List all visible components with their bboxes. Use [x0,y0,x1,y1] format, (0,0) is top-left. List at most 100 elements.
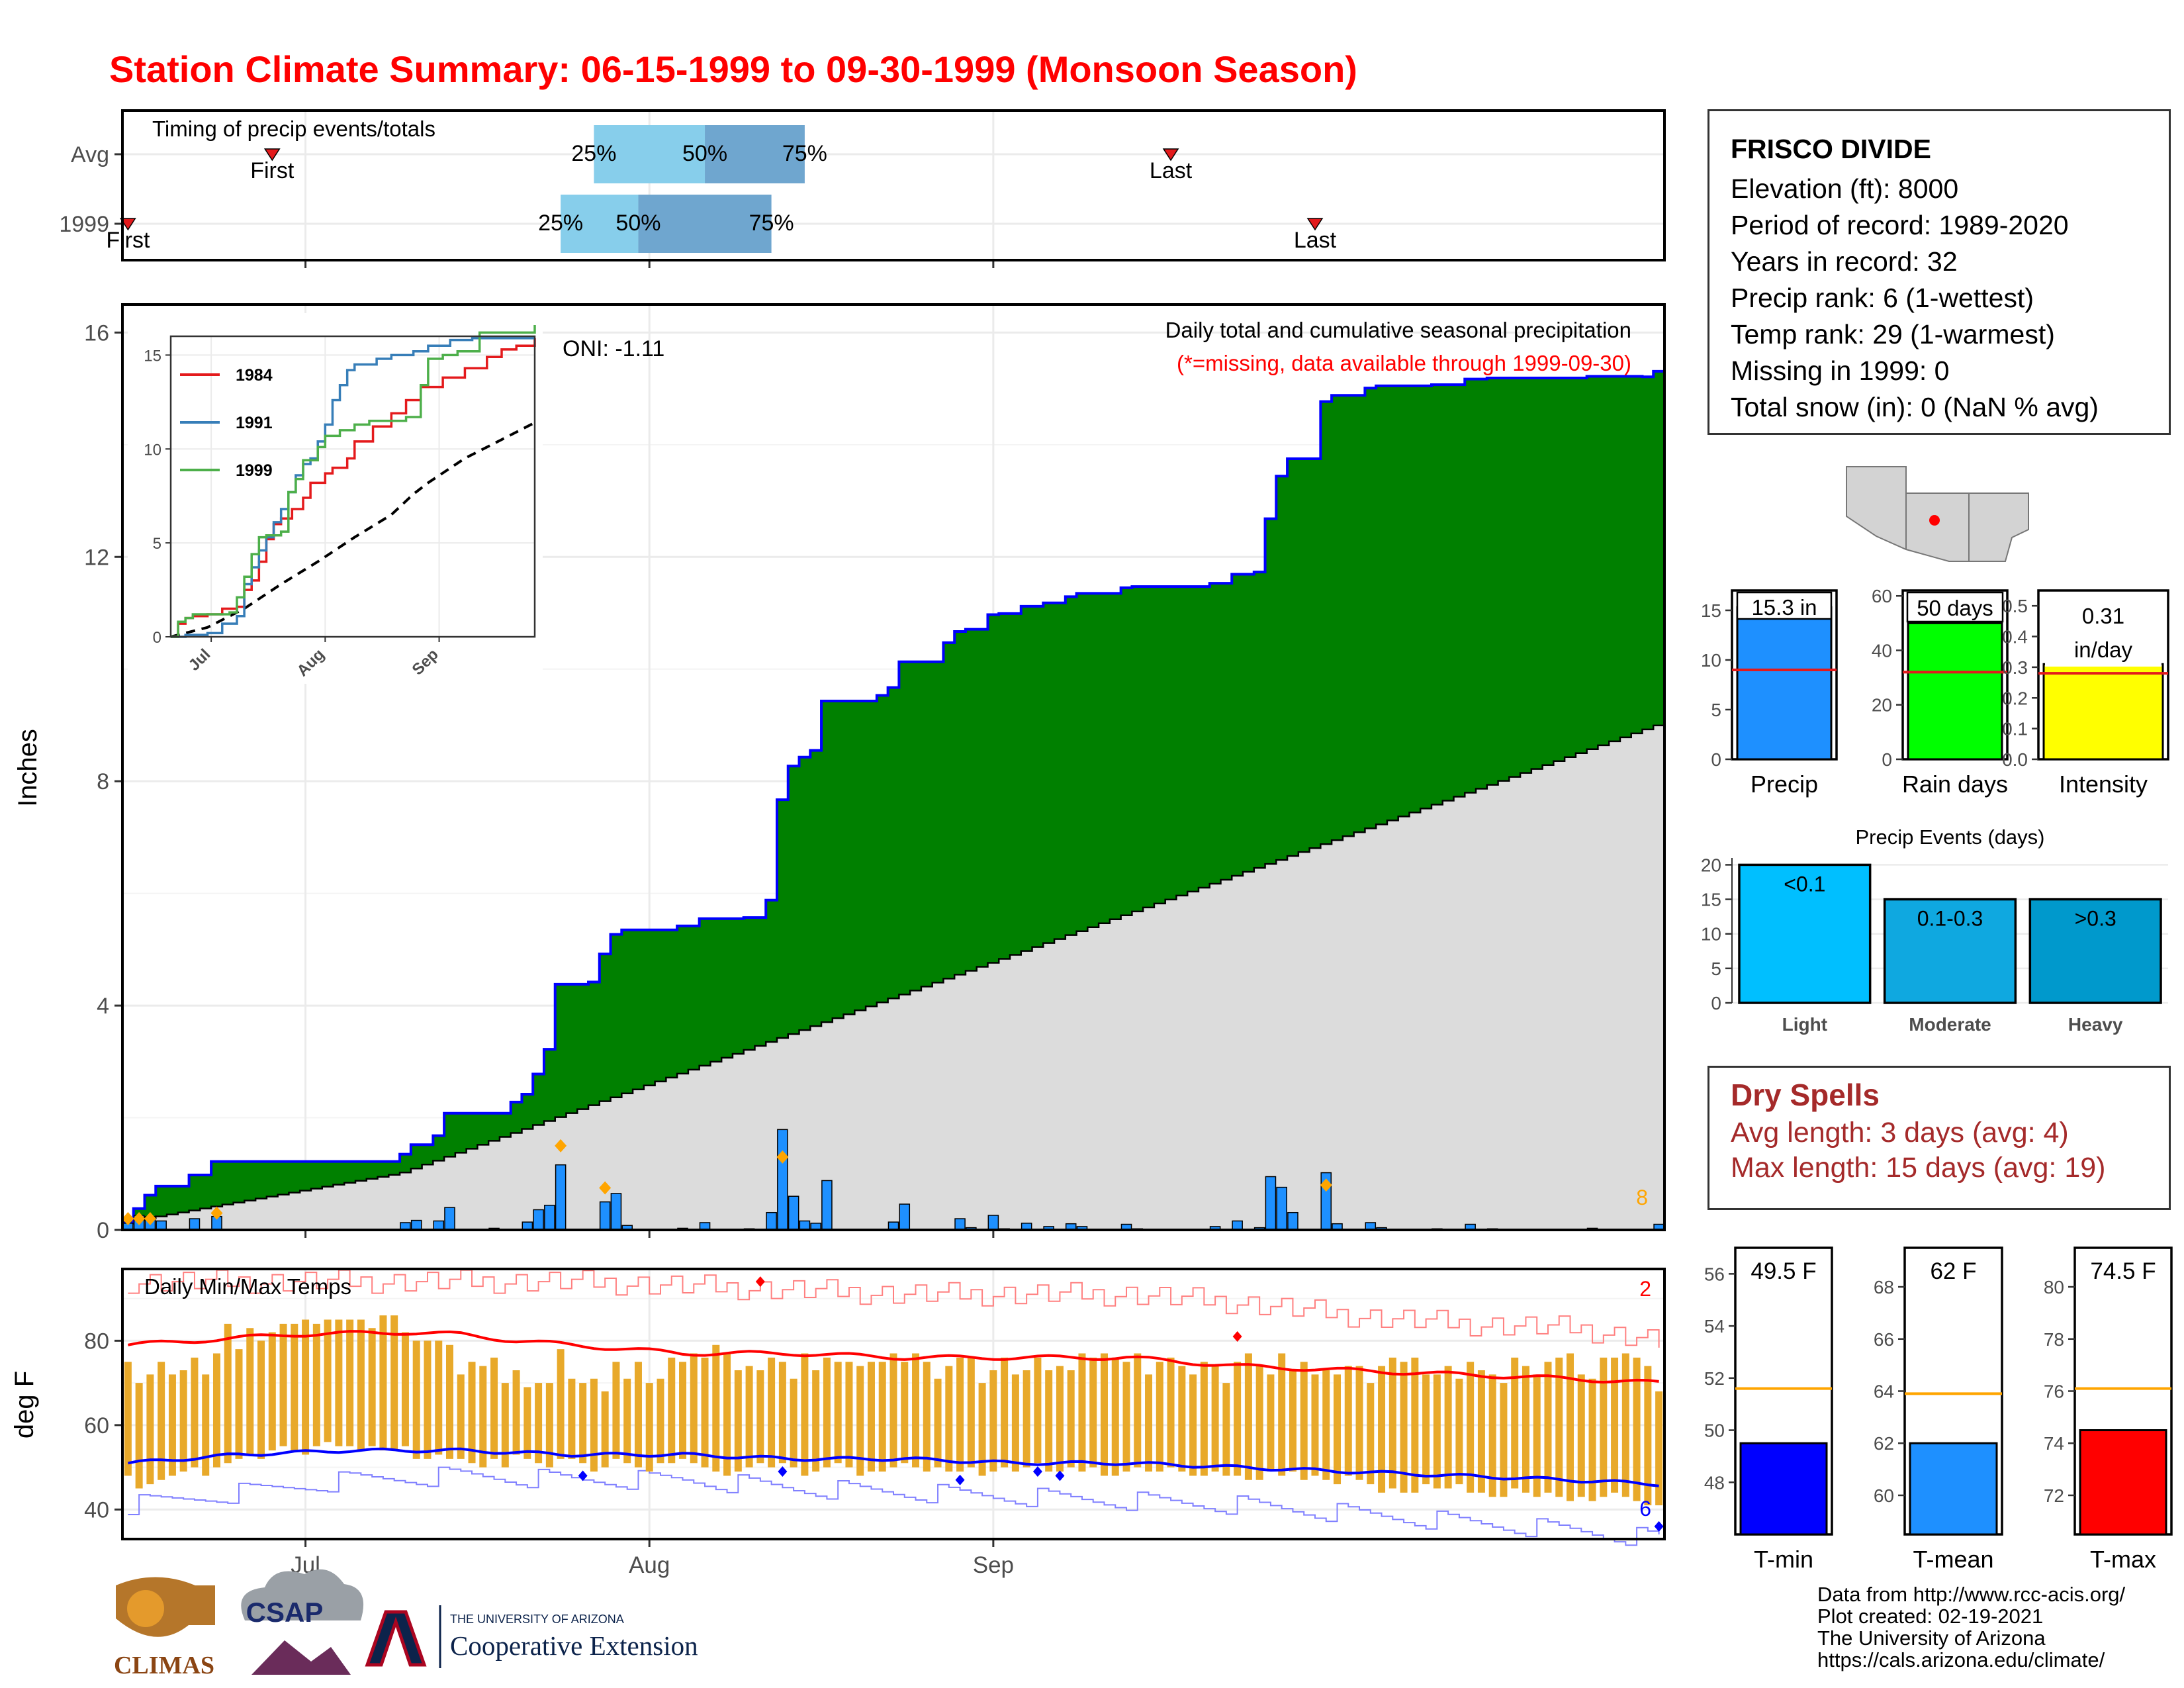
rain-days-value-box [1906,591,2004,623]
locator-map-region [1846,466,2029,562]
temps-record-high-marker [755,1276,765,1288]
temps-daily-range-bar [124,1362,132,1476]
temps-daily-range-bar [712,1344,720,1472]
dry-spells-avg: Avg length: 3 days (avg: 4) [1731,1117,2069,1149]
temps-daily-range-bar [1355,1366,1363,1480]
temps-daily-range-bar [390,1315,398,1451]
temps-record-low-marker [578,1470,588,1481]
temp-summary-2-y-tick-label: 72 [2044,1485,2064,1506]
precip-daily-bar [788,1196,799,1231]
timing-pct-label: 25% [538,211,583,236]
temps-daily-range-bar [1045,1370,1053,1472]
precip-event-marker [210,1206,223,1220]
credit-data-source: Data from http://www.rcc-acis.org/ [1817,1583,2126,1606]
timing-bar-50-75 [638,195,772,253]
precip-event-marker [776,1150,789,1164]
inset-avg-line [170,421,535,638]
precip-total-2-bar [2042,663,2164,761]
precip-total-2-y-tick-label: 0.0 [2002,749,2028,770]
temp-summary-0-y-tick-label: 56 [1704,1264,1725,1284]
precip-events-bar [1883,898,2017,1004]
temps-daily-range-bar [312,1323,320,1446]
precip-events-bar [1738,863,1872,1004]
timing-pct-label: 75% [782,141,827,166]
temps-daily-range-bar [934,1378,942,1468]
temps-daily-range-bar [435,1340,443,1455]
locator-map-borders [1905,493,1970,561]
precip-missing-count: 8 [1636,1186,1648,1209]
station-years: Years in record: 32 [1731,246,1958,277]
precip-oni-label: ONI: -1.11 [563,336,664,361]
precip-events-category-label: Light [1782,1014,1827,1035]
timing-last-label: Last [1294,228,1337,253]
temps-daily-range-bar [1089,1357,1097,1468]
temps-daily-range-bar [1011,1374,1019,1472]
timing-row-label: 1999 [59,212,109,237]
temps-daily-range-bar [1222,1383,1230,1476]
timing-row-label: Avg [71,142,109,167]
inset-y-tick-label: 0 [153,629,161,647]
temp-summary-1-category-label: T-mean [1913,1546,1993,1573]
temps-daily-range-bar [523,1387,531,1459]
temp-summary-value-label: 49.5 F [1751,1258,1816,1284]
temps-daily-range-bar [346,1319,354,1446]
precip-daily-bar [599,1201,611,1231]
temps-y-tick-label: 60 [84,1413,109,1438]
temps-daily-range-bar [1322,1370,1330,1480]
precip-daily-bar [533,1209,544,1231]
temps-daily-range-bar [224,1323,232,1464]
timing-pct-label: 75% [749,211,794,236]
timing-bar-25-50 [561,195,639,253]
temps-daily-range-bar [1633,1357,1641,1501]
temps-record-max-line [128,1269,1660,1348]
precip-y-tick-label: 16 [84,320,109,346]
ua-logo-bottom-text: Cooperative Extension [450,1630,698,1661]
temps-daily-range-bar [324,1319,332,1442]
temps-daily-range-bar [445,1344,453,1459]
temps-daily-range-bar [1433,1374,1441,1489]
precip-daily-bar [799,1220,811,1231]
precip-daily-bar [777,1129,788,1231]
temps-daily-range-bar [1001,1357,1009,1468]
temps-daily-range-bar [1522,1366,1529,1493]
precip-daily-bar [766,1211,777,1231]
temps-daily-range-bar [357,1319,365,1451]
temps-daily-range-bar [335,1319,343,1446]
temps-daily-range-bar [1467,1362,1475,1493]
temps-daily-range-bar [701,1357,709,1468]
precip-events-title: Precip Events (days) [1856,825,2045,849]
temps-daily-range-bar [867,1362,875,1472]
temps-daily-range-bar [557,1349,565,1459]
temps-daily-range-bar [1234,1362,1242,1476]
precip-event-marker [144,1212,156,1226]
temps-daily-range-bar [1544,1362,1552,1493]
precip-events-y-tick-label: 10 [1701,924,1721,945]
temp-summary-1-y-tick-label: 66 [1874,1329,1894,1350]
precip-events-bar [2028,898,2162,1004]
temps-record-low-marker [1055,1470,1065,1481]
temps-daily-range-bar [1244,1353,1252,1480]
precip-total-1-y-tick-label: 40 [1872,640,1892,661]
timing-bar-50-75 [705,125,805,183]
precip-events-y-tick-label: 0 [1711,993,1721,1013]
temp-summary-2-y-tick-label: 76 [2044,1382,2064,1402]
temps-x-tick-label: Aug [629,1552,670,1578]
temps-daily-range-bar [923,1362,931,1472]
locator-map-station-dot [1929,515,1940,526]
temps-daily-range-bar [734,1370,742,1472]
precip-daily-bar [189,1218,201,1231]
temps-daily-range-bar [468,1362,476,1464]
intensity-value-box [2045,594,2161,667]
precip-total-2-y-tick-label: 0.2 [2002,688,2028,708]
temps-daily-range-bar [612,1362,620,1459]
temps-daily-range-bar [834,1362,842,1464]
temps-daily-range-bar [1145,1374,1153,1472]
inset-legend-label: 1984 [236,366,273,385]
temps-daily-range-bar [401,1332,409,1446]
temps-daily-range-bar [1344,1366,1352,1476]
station-elevation: Elevation (ft): 8000 [1731,173,1959,204]
timing-last-marker [1306,218,1324,231]
page-title: Station Climate Summary: 06-15-1999 to 0… [109,48,1357,90]
temps-daily-range-bar [501,1383,509,1468]
